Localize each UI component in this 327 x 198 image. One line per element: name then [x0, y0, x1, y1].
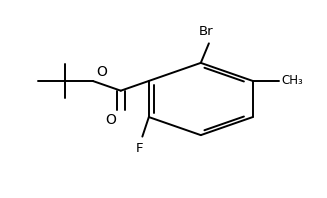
Text: CH₃: CH₃ — [281, 74, 303, 88]
Text: O: O — [96, 65, 107, 79]
Text: F: F — [135, 142, 143, 155]
Text: O: O — [106, 113, 116, 127]
Text: Br: Br — [198, 25, 213, 37]
